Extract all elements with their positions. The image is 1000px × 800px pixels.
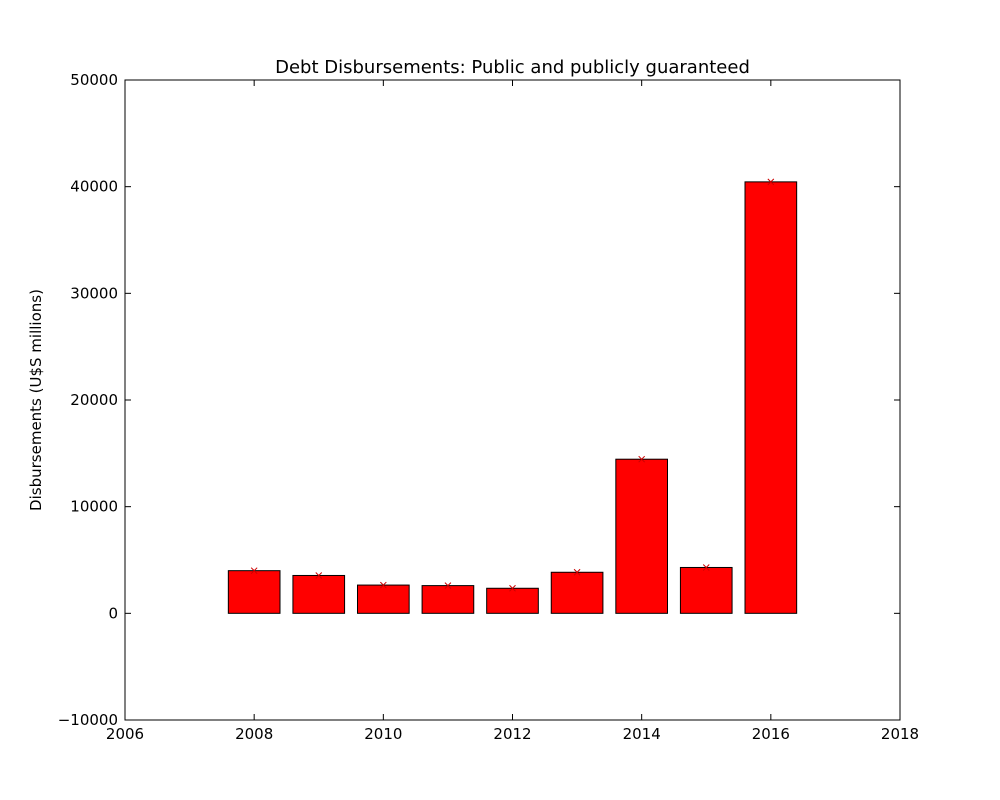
- x-tick-label: 2012: [493, 725, 531, 743]
- y-tick-label: 10000: [70, 498, 118, 516]
- marker-2008: [250, 567, 258, 575]
- bars-group: [227, 181, 798, 614]
- bar-2015: [679, 566, 733, 614]
- y-tick-label: 0: [108, 604, 118, 622]
- bar-2008: [227, 570, 281, 614]
- marker-stroke: [250, 567, 258, 575]
- marker-stroke: [573, 568, 581, 576]
- marker-stroke: [315, 572, 323, 579]
- chart-title: Debt Disbursements: Public and publicly …: [275, 57, 750, 78]
- marker-2015: [702, 564, 710, 571]
- y-tick-label: 50000: [70, 71, 118, 89]
- markers-group: [250, 178, 775, 592]
- marker-2013: [573, 568, 581, 576]
- bar-2016: [744, 181, 798, 614]
- marker-stroke: [444, 582, 452, 589]
- bar-2014: [615, 458, 668, 614]
- bar-2011: [421, 585, 475, 614]
- x-tick-label: 2010: [364, 725, 402, 743]
- marker-2009: [315, 572, 323, 579]
- x-tick-label: 2016: [752, 725, 790, 743]
- marker-stroke: [379, 581, 387, 589]
- y-tick-label: −10000: [58, 711, 118, 729]
- bar-2012: [486, 587, 539, 614]
- y-tick-label: 40000: [70, 178, 118, 196]
- bar-2010: [357, 584, 410, 614]
- bar-2013: [550, 571, 604, 614]
- marker-2014: [638, 455, 646, 463]
- marker-2012: [509, 584, 516, 592]
- y-ticks-group: −10000 0 10000 20000 30000 40000 50000: [58, 71, 900, 729]
- x-ticks-group: 2006 2008 2010 2012 2014 2016 2018: [106, 80, 919, 743]
- y-tick-label: 20000: [70, 391, 118, 409]
- marker-stroke: [509, 584, 516, 592]
- bar-2009: [292, 574, 346, 614]
- marker-stroke: [638, 455, 646, 463]
- x-tick-label: 2018: [881, 725, 919, 743]
- marker-2016: [767, 178, 775, 186]
- x-tick-label: 2014: [623, 725, 661, 743]
- x-tick-label: 2006: [106, 725, 144, 743]
- y-axis-title: Disbursements (U$S millions): [27, 289, 45, 511]
- marker-2010: [379, 581, 387, 589]
- marker-stroke: [702, 564, 710, 571]
- marker-stroke: [767, 178, 775, 186]
- x-tick-label: 2008: [235, 725, 273, 743]
- marker-2011: [444, 582, 452, 589]
- y-tick-label: 30000: [70, 284, 118, 302]
